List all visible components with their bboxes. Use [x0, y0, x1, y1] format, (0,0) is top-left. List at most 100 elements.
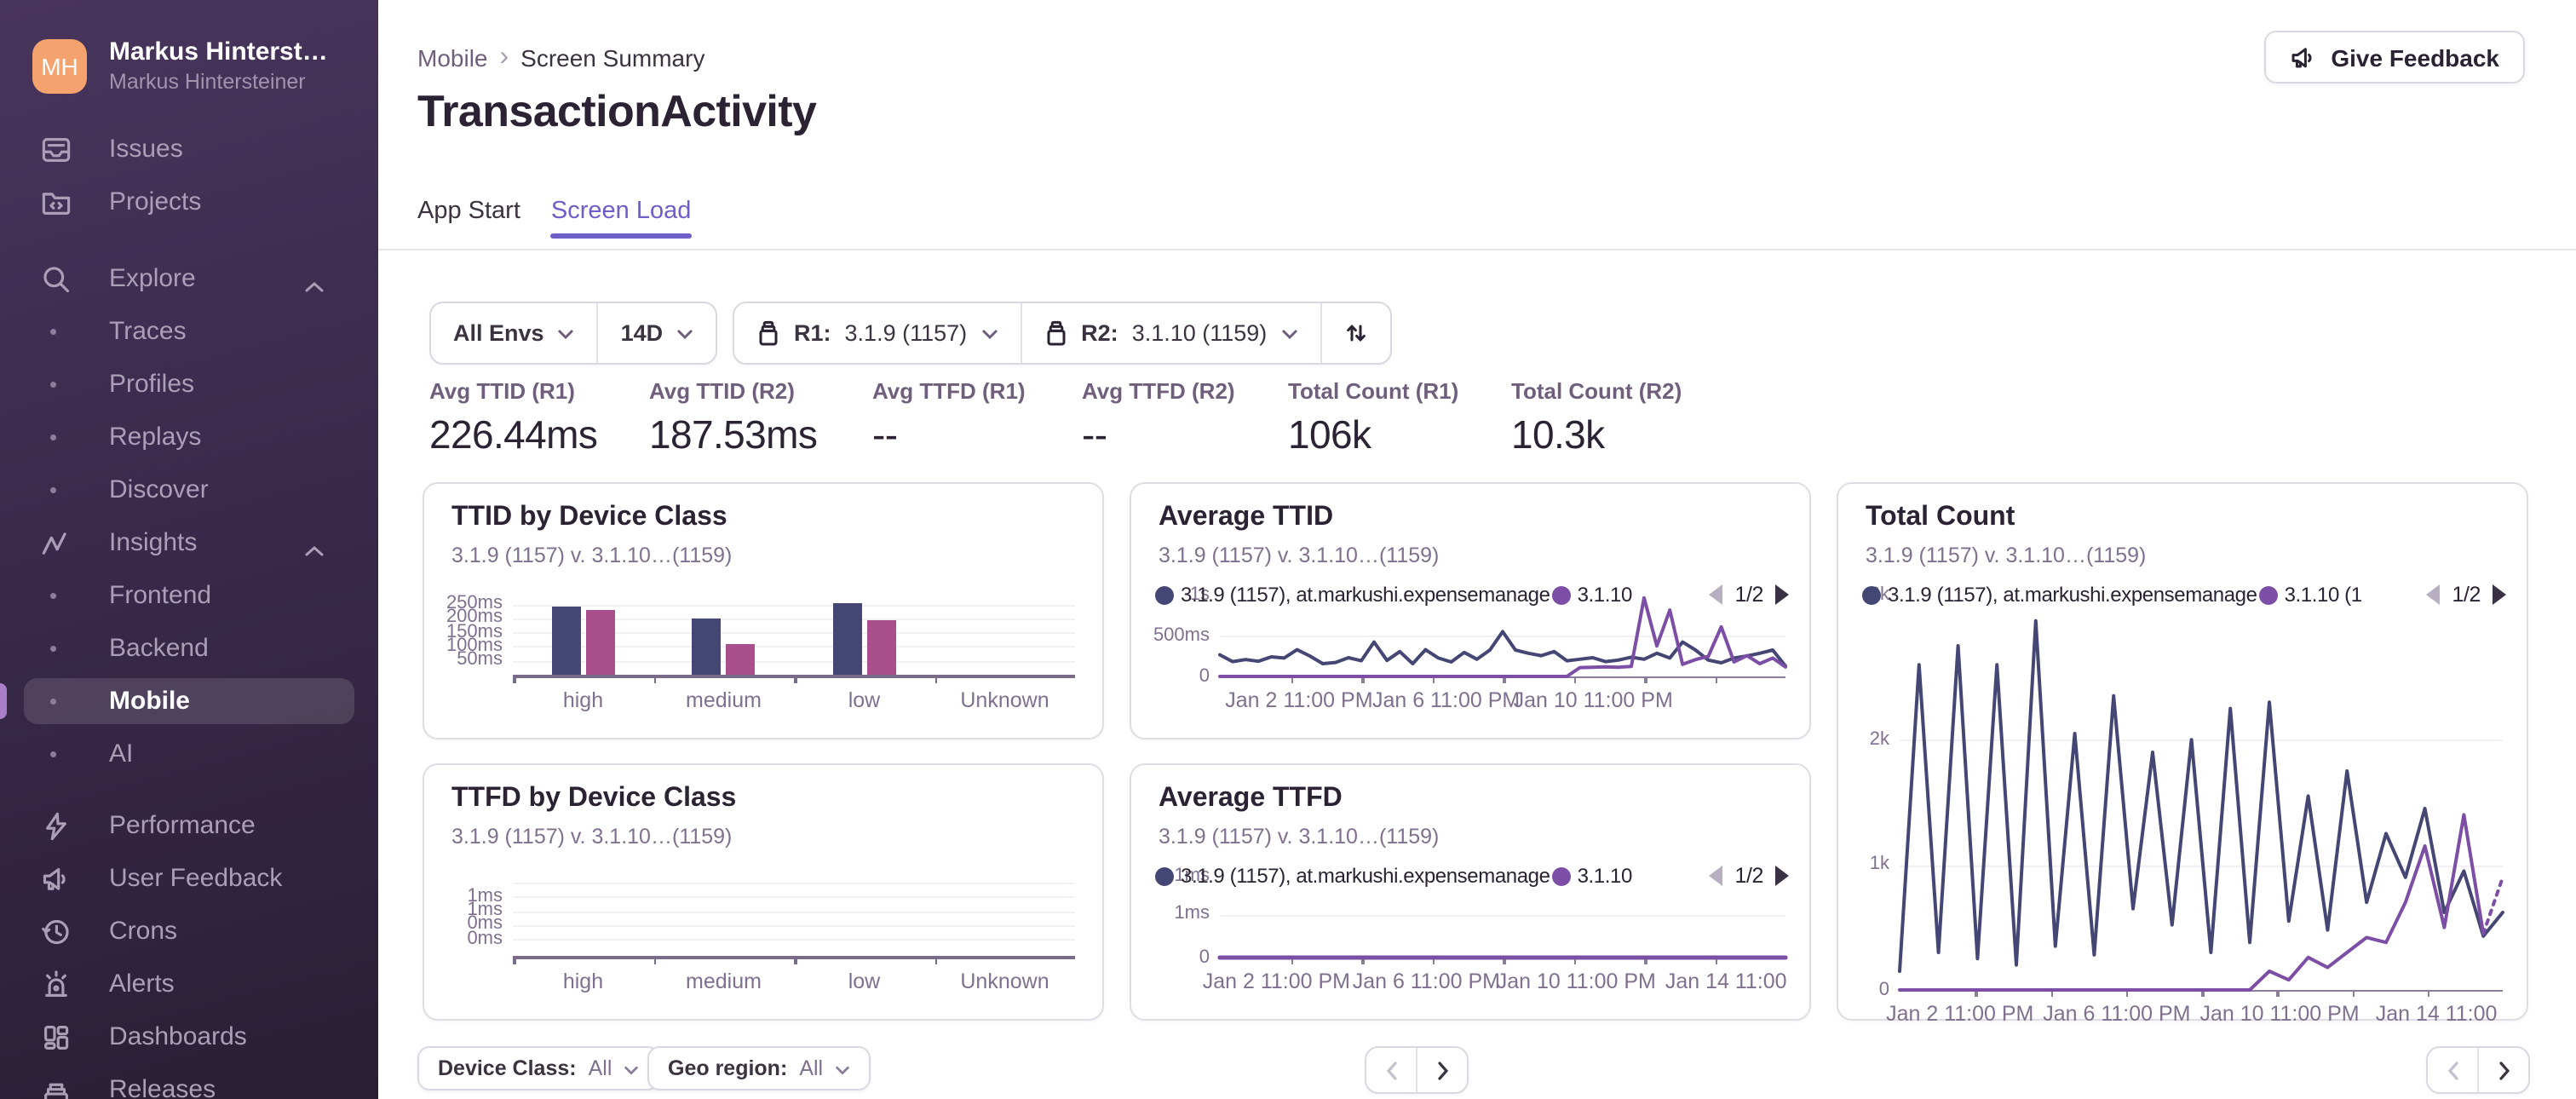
axis-tick — [1361, 958, 1364, 964]
gridline — [1220, 914, 1785, 916]
gridline — [513, 618, 1075, 620]
sidebar-item-label: Insights — [109, 528, 198, 557]
tabs-divider — [378, 249, 2576, 250]
x-axis-time-label: Jan 10 11:00 PM — [1496, 970, 1656, 993]
give-feedback-button[interactable]: Give Feedback — [2264, 31, 2525, 83]
axis-tick — [1715, 958, 1717, 964]
releases-icon — [41, 1074, 72, 1099]
axis-tick — [1503, 958, 1505, 964]
sidebar-item-performance[interactable]: Performance — [0, 799, 378, 852]
bar-medium-r2[interactable] — [726, 644, 756, 675]
active-item-indicator — [0, 683, 7, 719]
sidebar-item-ai[interactable]: • AI — [0, 728, 378, 780]
gridline — [513, 896, 1075, 899]
chevron-up-icon[interactable] — [305, 535, 324, 564]
legend-next-icon[interactable] — [2493, 584, 2506, 605]
axis-tick — [794, 956, 796, 964]
sidebar-item-user-feedback[interactable]: User Feedback — [0, 852, 378, 905]
axis-tick — [1432, 958, 1435, 964]
legend-series-label[interactable]: 3.1.9 (1157), at.markushi.expensemanage — [1181, 864, 1550, 888]
swap-arrows-icon — [1346, 325, 1366, 342]
sidebar-item-label: AI — [109, 739, 134, 768]
gridline — [1900, 865, 2503, 867]
bar-medium-r1[interactable] — [692, 618, 722, 675]
sidebar-item-projects[interactable]: Projects — [0, 175, 378, 228]
y-axis-label: 150ms — [446, 621, 503, 642]
crons-icon — [41, 916, 72, 947]
stat-total-count-r2-: Total Count (R2) 10.3k — [1511, 378, 1682, 457]
axis-tick — [1291, 676, 1293, 683]
sidebar-item-crons[interactable]: Crons — [0, 905, 378, 958]
pager-prev-button[interactable] — [2428, 1048, 2477, 1092]
legend-series-label[interactable]: 3.1.10 — [1577, 583, 1632, 607]
release-package-icon — [759, 319, 778, 345]
breadcrumb-mobile[interactable]: Mobile — [417, 44, 488, 72]
chevron-down-icon — [835, 1065, 850, 1074]
chart-title: Average TTID — [1159, 503, 1334, 532]
bar-low-r1[interactable] — [832, 603, 862, 675]
legend-prev-icon[interactable] — [2426, 584, 2441, 605]
sidebar-item-discover[interactable]: • Discover — [0, 463, 378, 516]
sidebar-item-mobile[interactable]: • Mobile — [0, 675, 378, 728]
chart-title: TTID by Device Class — [451, 503, 727, 532]
sidebar-item-traces[interactable]: • Traces — [0, 305, 378, 358]
legend-series-label[interactable]: 3.1.10 — [1577, 864, 1632, 888]
tab-bar: App Start Screen Load — [417, 198, 692, 245]
release-r2-filter[interactable]: R2: 3.1.10 (1159) — [1020, 303, 1320, 363]
bar-high-r1[interactable] — [551, 607, 581, 675]
y-axis-label: 0 — [1878, 979, 1889, 999]
axis-tick — [513, 675, 515, 682]
legend-series-label[interactable]: 3.1.10 (1 — [2284, 583, 2362, 607]
y-axis-label: 0 — [1199, 947, 1210, 967]
pager-next-button[interactable] — [2477, 1048, 2528, 1092]
axis-tick — [1573, 676, 1576, 683]
sidebar-item-replays[interactable]: • Replays — [0, 411, 378, 463]
env-filter[interactable]: All Envs — [431, 303, 597, 363]
line-series-plot — [1217, 955, 1788, 960]
release-r1-filter[interactable]: R1: 3.1.9 (1157) — [734, 303, 1020, 363]
geo-region-filter[interactable]: Geo region: All — [647, 1046, 871, 1090]
bullet-icon: • — [49, 741, 58, 767]
chart-title: TTFD by Device Class — [451, 784, 737, 813]
device-class-filter[interactable]: Device Class: All — [417, 1046, 660, 1090]
stat-avg-ttfd-r1-: Avg TTFD (R1) -- — [872, 378, 1026, 457]
bar-low-r2[interactable] — [866, 619, 896, 675]
sidebar-item-insights[interactable]: Insights — [0, 516, 378, 569]
legend-prev-icon[interactable] — [1709, 866, 1723, 886]
user-menu[interactable]: MH Markus Hinterst… Markus Hintersteiner — [32, 37, 348, 94]
tab-app-start[interactable]: App Start — [417, 198, 520, 225]
pager-next-button[interactable] — [1416, 1048, 1467, 1092]
pager-prev-button[interactable] — [1366, 1048, 1416, 1092]
gridline — [513, 883, 1075, 884]
sidebar-item-dashboards[interactable]: Dashboards — [0, 1010, 378, 1063]
sidebar-item-profiles[interactable]: • Profiles — [0, 358, 378, 411]
sidebar-item-backend[interactable]: • Backend — [0, 622, 378, 675]
card-average-ttfd: Average TTFD 3.1.9 (1157) v. 3.1.10…(115… — [1130, 763, 1811, 1021]
x-axis-label-low: low — [848, 688, 881, 712]
bullet-icon: • — [49, 583, 58, 608]
tab-screen-load[interactable]: Screen Load — [550, 198, 692, 245]
axis-tick — [2276, 990, 2280, 997]
x-axis-label-low: low — [848, 970, 881, 993]
bar-high-r2[interactable] — [585, 609, 615, 675]
legend-series-label[interactable]: 3.1.9 (1157), at.markushi.expensemanage — [1181, 583, 1550, 607]
sidebar-item-frontend[interactable]: • Frontend — [0, 569, 378, 622]
sidebar-item-issues[interactable]: Issues — [0, 123, 378, 175]
sidebar-item-alerts[interactable]: Alerts — [0, 958, 378, 1010]
sidebar-item-explore[interactable]: Explore — [0, 252, 378, 305]
swap-releases-button[interactable] — [1320, 303, 1389, 363]
sidebar-item-releases[interactable]: Releases — [0, 1063, 378, 1099]
axis-tick — [2125, 990, 2129, 997]
date-range-filter[interactable]: 14D — [596, 303, 716, 363]
legend-series-label[interactable]: 3.1.9 (1157), at.markushi.expensemanage — [1888, 583, 2257, 607]
chevron-right-icon — [1437, 1061, 1448, 1079]
chevron-up-icon[interactable] — [305, 271, 324, 300]
gridline — [513, 911, 1075, 913]
bullet-icon: • — [49, 371, 58, 397]
gridline — [1900, 739, 2503, 742]
legend-prev-icon[interactable] — [1709, 584, 1723, 605]
x-axis-label-high: high — [562, 970, 604, 993]
x-axis-label-high: high — [562, 688, 604, 712]
legend-next-icon[interactable] — [1775, 866, 1789, 886]
legend-next-icon[interactable] — [1775, 584, 1789, 605]
